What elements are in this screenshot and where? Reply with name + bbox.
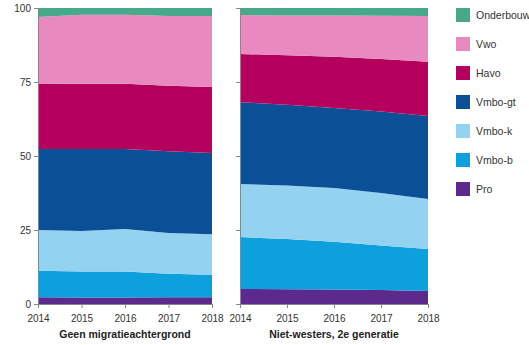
axis-line [34, 9, 39, 305]
area [38, 271, 212, 298]
tick-mark [34, 304, 38, 305]
tick-mark [212, 304, 213, 308]
panel: 2014 2015 2016 2017 2018 Niet-westers, 2e gen… [229, 8, 440, 340]
tick-label: 2015 [71, 313, 94, 324]
area [38, 149, 212, 234]
legend-label: Vwo [476, 38, 497, 50]
area [240, 15, 428, 62]
legend-swatch [456, 124, 470, 138]
y-axis: 0 25 50 75 100 [14, 3, 38, 310]
legend-label: Onderbouw [476, 9, 529, 21]
axis-line [39, 305, 213, 309]
tick-mark [38, 304, 39, 308]
y-axis [236, 9, 241, 305]
area [240, 289, 428, 304]
area [38, 229, 212, 275]
tick-label: 2014 [229, 313, 252, 324]
tick: 2014 [27, 304, 50, 324]
tick-label: 2018 [201, 313, 224, 324]
legend-label: Vmbo-gt [476, 96, 516, 108]
tick-label: 2015 [276, 313, 299, 324]
legend-label: Pro [476, 183, 493, 195]
tick [236, 156, 240, 157]
tick-mark [236, 156, 240, 157]
tick-label: 50 [20, 151, 32, 162]
tick-mark [82, 304, 83, 308]
legend-swatch [456, 8, 470, 22]
tick: 0 [25, 299, 38, 310]
tick-label: 2018 [417, 313, 440, 324]
tick-mark [334, 304, 335, 308]
area [240, 8, 428, 16]
tick: 2016 [114, 304, 137, 324]
tick-mark [236, 8, 240, 9]
tick-mark [240, 304, 241, 308]
tick-mark [125, 304, 126, 308]
axis-line [236, 9, 241, 305]
legend-swatch [456, 153, 470, 167]
axis-title: Geen migratieachtergrond [59, 328, 190, 340]
legend-label: Vmbo-k [476, 125, 513, 137]
tick: 2015 [71, 304, 94, 324]
panel: 0 25 50 75 100 2014 2015 2016 2017 2018 Geen migra… [14, 3, 224, 340]
tick [236, 82, 240, 83]
area [38, 297, 212, 304]
tick-label: 25 [20, 225, 32, 236]
tick-label: 2016 [323, 313, 346, 324]
tick-label: 0 [25, 299, 31, 310]
area [240, 102, 428, 199]
tick [236, 230, 240, 231]
tick: 25 [20, 225, 38, 236]
x-axis: 2014 2015 2016 2017 2018 [229, 304, 440, 324]
tick-mark [236, 82, 240, 83]
tick: 50 [20, 151, 38, 162]
tick-mark [34, 156, 38, 157]
legend: Onderbouw Vwo Havo Vmbo-gt Vmbo-k Vmbo-b Pro [456, 8, 529, 196]
legend-swatch [456, 182, 470, 196]
x-axis: 2014 2015 2016 2017 2018 [27, 304, 224, 324]
axis-title: Niet-westers, 2e generatie [269, 328, 399, 340]
legend-swatch [456, 66, 470, 80]
tick-label: 2016 [114, 313, 137, 324]
area [38, 84, 212, 153]
tick: 75 [20, 77, 38, 88]
tick: 2017 [370, 304, 393, 324]
tick-mark [34, 8, 38, 9]
area [38, 8, 212, 17]
tick-label: 2014 [27, 313, 50, 324]
tick [236, 8, 240, 9]
areas [240, 8, 428, 304]
tick: 100 [14, 3, 38, 14]
tick: 2016 [323, 304, 346, 324]
tick-mark [236, 230, 240, 231]
tick: 2017 [158, 304, 181, 324]
tick-label: 75 [20, 77, 32, 88]
tick: 2018 [417, 304, 440, 324]
tick: 2014 [229, 304, 252, 324]
tick [236, 304, 240, 305]
areas [38, 8, 212, 304]
tick: 2018 [201, 304, 224, 324]
legend-label: Havo [476, 67, 501, 79]
tick-mark [236, 304, 240, 305]
tick-label: 2017 [158, 313, 181, 324]
tick-mark [428, 304, 429, 308]
area [240, 54, 428, 116]
tick-mark [34, 82, 38, 83]
chart: 0 25 50 75 100 2014 2015 2016 2017 2018 Geen migra… [0, 0, 529, 345]
legend-label: Vmbo-b [476, 154, 513, 166]
legend-swatch [456, 95, 470, 109]
tick: 2015 [276, 304, 299, 324]
tick-mark [169, 304, 170, 308]
tick-mark [287, 304, 288, 308]
axis-line [241, 305, 429, 309]
tick-mark [34, 230, 38, 231]
legend-swatch [456, 37, 470, 51]
area [38, 15, 212, 87]
tick-label: 2017 [370, 313, 393, 324]
tick-label: 100 [14, 3, 31, 14]
tick-mark [381, 304, 382, 308]
